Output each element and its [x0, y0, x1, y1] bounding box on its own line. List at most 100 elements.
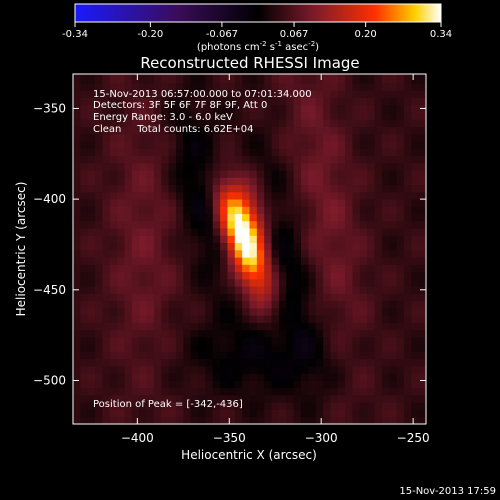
heatmap-cell [168, 365, 177, 374]
heatmap-cell [117, 344, 125, 352]
heatmap-cell [168, 380, 177, 389]
heatmap-cell [278, 112, 287, 120]
heatmap-cell [87, 177, 96, 186]
heatmap-cell [87, 133, 96, 142]
heatmap-cell [190, 213, 199, 222]
heatmap-cell [249, 307, 258, 316]
heatmap-cell [374, 264, 383, 273]
heatmap-cell [153, 170, 162, 178]
heatmap-cell [389, 184, 397, 193]
heatmap-cell [109, 264, 118, 273]
colorbar-units: (photons cm-2 s-1 asec-2) [197, 40, 319, 53]
heatmap-cell [212, 104, 221, 113]
heatmap-cell [418, 307, 427, 316]
heatmap-cell [183, 286, 192, 294]
heatmap-cell [102, 213, 111, 222]
heatmap-cell [264, 74, 272, 77]
heatmap-cell [286, 75, 295, 84]
heatmap-cell [175, 264, 184, 273]
heatmap-cell [73, 300, 81, 309]
heatmap-cell [396, 90, 405, 98]
heatmap-cell [271, 213, 280, 222]
heatmap-cell [367, 170, 375, 178]
heatmap-cell [95, 307, 103, 316]
heatmap-cell [359, 394, 368, 403]
heatmap-cell [234, 322, 243, 331]
heatmap-cell [396, 74, 405, 77]
heatmap-cell [345, 257, 353, 265]
heatmap-cell [286, 112, 295, 120]
heatmap-cell [183, 75, 192, 84]
heatmap-cell [264, 387, 272, 396]
heatmap-cell [396, 286, 405, 294]
heatmap-cell [300, 293, 309, 302]
heatmap-cell [205, 351, 214, 360]
heatmap-cell [389, 293, 397, 302]
heatmap-cell [220, 416, 228, 425]
heatmap-cell [183, 112, 192, 120]
heatmap-cell [183, 177, 192, 186]
heatmap-cell [161, 133, 169, 142]
heatmap-cell [256, 315, 265, 323]
heatmap-cell [352, 220, 361, 229]
heatmap-cell [345, 249, 353, 258]
heatmap-cell [146, 351, 155, 360]
heatmap-cell [256, 344, 265, 352]
heatmap-cell [374, 315, 383, 323]
heatmap-cell [73, 170, 81, 178]
heatmap-cell [109, 191, 118, 200]
heatmap-cell [374, 293, 383, 302]
heatmap-cell [117, 228, 125, 236]
heatmap-cell [80, 97, 89, 106]
heatmap-cell [352, 74, 361, 77]
heatmap-cell [249, 206, 258, 215]
heatmap-cell [323, 373, 331, 381]
heatmap-cell [323, 286, 331, 294]
heatmap-cell [183, 162, 192, 171]
heatmap-cell [359, 162, 368, 171]
heatmap-cell [249, 402, 258, 410]
heatmap-cell [374, 97, 383, 106]
heatmap-cell [403, 351, 412, 360]
heatmap-cell [396, 75, 405, 84]
heatmap-cell [264, 155, 272, 164]
heatmap-cell [153, 315, 162, 323]
heatmap-cell [183, 387, 192, 396]
heatmap-cell [227, 300, 236, 309]
heatmap-cell [359, 329, 368, 338]
heatmap-cell [403, 249, 412, 258]
heatmap-cell [249, 148, 258, 156]
heatmap-cell [330, 74, 339, 77]
heatmap-cell [278, 293, 287, 302]
heatmap-cell [278, 155, 287, 164]
heatmap-cell [271, 206, 280, 215]
heatmap-cell [139, 199, 147, 207]
heatmap-cell [337, 358, 346, 367]
heatmap-cell [227, 380, 236, 389]
heatmap-cell [80, 155, 89, 164]
heatmap-cell [286, 373, 295, 381]
heatmap-cell [198, 75, 206, 84]
heatmap-cell [117, 235, 125, 244]
heatmap-cell [286, 351, 295, 360]
heatmap-cell [330, 199, 339, 207]
heatmap-cell [198, 220, 206, 229]
heatmap-cell [95, 191, 103, 200]
heatmap-cell [190, 126, 199, 135]
heatmap-cell [73, 97, 81, 106]
heatmap-cell [205, 394, 214, 403]
heatmap-cell [227, 336, 236, 345]
heatmap-cell [80, 402, 89, 410]
heatmap-cell [161, 264, 169, 273]
heatmap-cell [242, 278, 250, 287]
heatmap-cell [367, 278, 375, 287]
heatmap-cell [256, 97, 265, 106]
heatmap-cell [190, 235, 199, 244]
heatmap-cell [323, 148, 331, 156]
heatmap-cell [175, 380, 184, 389]
heatmap-cell [205, 344, 214, 352]
heatmap-cell [139, 83, 147, 91]
heatmap-cell [161, 344, 169, 352]
heatmap-cell [352, 213, 361, 222]
heatmap-cell [323, 365, 331, 374]
